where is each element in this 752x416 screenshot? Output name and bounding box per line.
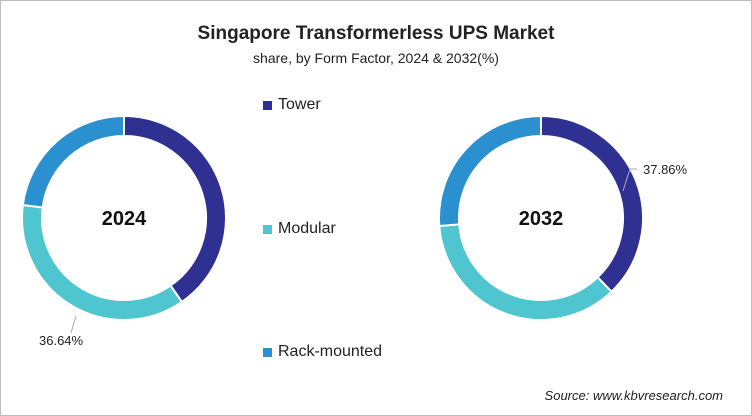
donut-slice-2032-modular [438, 223, 613, 321]
leader-line-2024 [70, 315, 77, 334]
chart-subtitle: share, by Form Factor, 2024 & 2032(%) [253, 50, 499, 66]
legend-swatch [263, 224, 272, 234]
legend-label: Tower [278, 96, 321, 113]
legend-label: Modular [278, 220, 336, 237]
data-label-2024-modular: 36.64% [39, 333, 84, 348]
legend-item-modular: Modular [263, 220, 336, 238]
legend-swatch [263, 100, 272, 110]
leader-line-2032 [622, 168, 637, 192]
data-label-2032-tower: 37.86% [643, 162, 688, 177]
donut-slice-2032-rack-mounted [438, 114, 542, 228]
donut-slice-2032-tower [540, 114, 644, 294]
donut-slice-2024-rack-mounted [21, 114, 125, 209]
legend-item-rack-mounted: Rack-mounted [263, 343, 382, 361]
legend-swatch [263, 347, 272, 357]
legend-label: Rack-mounted [278, 343, 383, 360]
legend-item-tower: Tower [263, 96, 321, 114]
chart-title: Singapore Transformerless UPS Market [197, 23, 555, 44]
donut-center-year: 2024 [102, 208, 147, 230]
source-note: Source: www.kbvresearch.com [544, 388, 723, 403]
donut-center-year: 2032 [519, 208, 564, 230]
